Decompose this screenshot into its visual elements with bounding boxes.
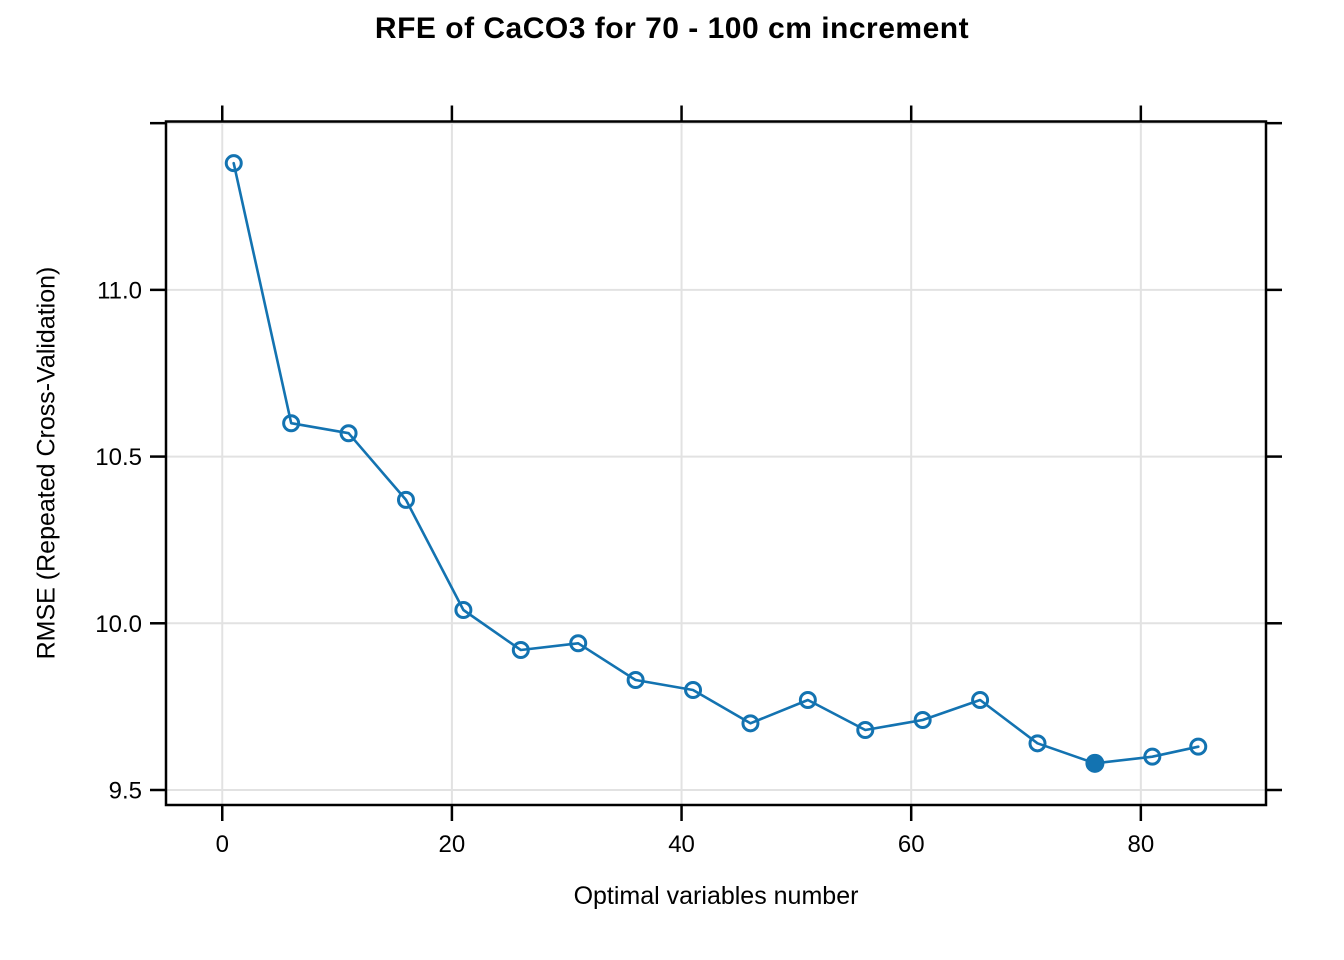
data-point-marker (1028, 734, 1047, 753)
x-tick-label: 20 (439, 831, 466, 858)
data-point-marker (282, 414, 301, 433)
x-tick-label: 60 (898, 831, 925, 858)
data-point-marker (396, 490, 415, 509)
data-point-marker (856, 720, 875, 739)
y-axis-title: RMSE (Repeated Cross-Validation) (32, 266, 61, 660)
data-point-marker (339, 424, 358, 443)
x-tick-label: 0 (216, 831, 229, 858)
series-line (232, 161, 1200, 765)
data-point-marker (454, 600, 473, 619)
data-point-marker (511, 640, 530, 659)
optimal-point-marker (1085, 753, 1105, 773)
data-point-marker (684, 680, 703, 699)
plot-border (164, 120, 1268, 807)
data-point-marker (224, 154, 243, 173)
y-tick-label: 9.5 (109, 777, 142, 804)
x-tick-label: 80 (1127, 831, 1154, 858)
x-axis-title: Optimal variables number (573, 882, 859, 910)
data-point-marker (569, 634, 588, 653)
y-tick-label: 10.0 (95, 611, 142, 638)
y-tick-label: 11.0 (97, 277, 142, 304)
data-point-marker (1143, 747, 1162, 766)
y-tick-label: 10.5 (95, 444, 142, 471)
data-point-marker (626, 670, 645, 689)
data-point-marker (741, 714, 760, 733)
x-tick-label: 40 (668, 831, 695, 858)
data-point-marker (798, 690, 817, 709)
chart-title: RFE of CaCO3 for 70 - 100 cm increment (374, 12, 970, 45)
data-point-marker (913, 710, 932, 729)
data-point-marker (971, 690, 990, 709)
data-point-marker (1189, 737, 1208, 756)
